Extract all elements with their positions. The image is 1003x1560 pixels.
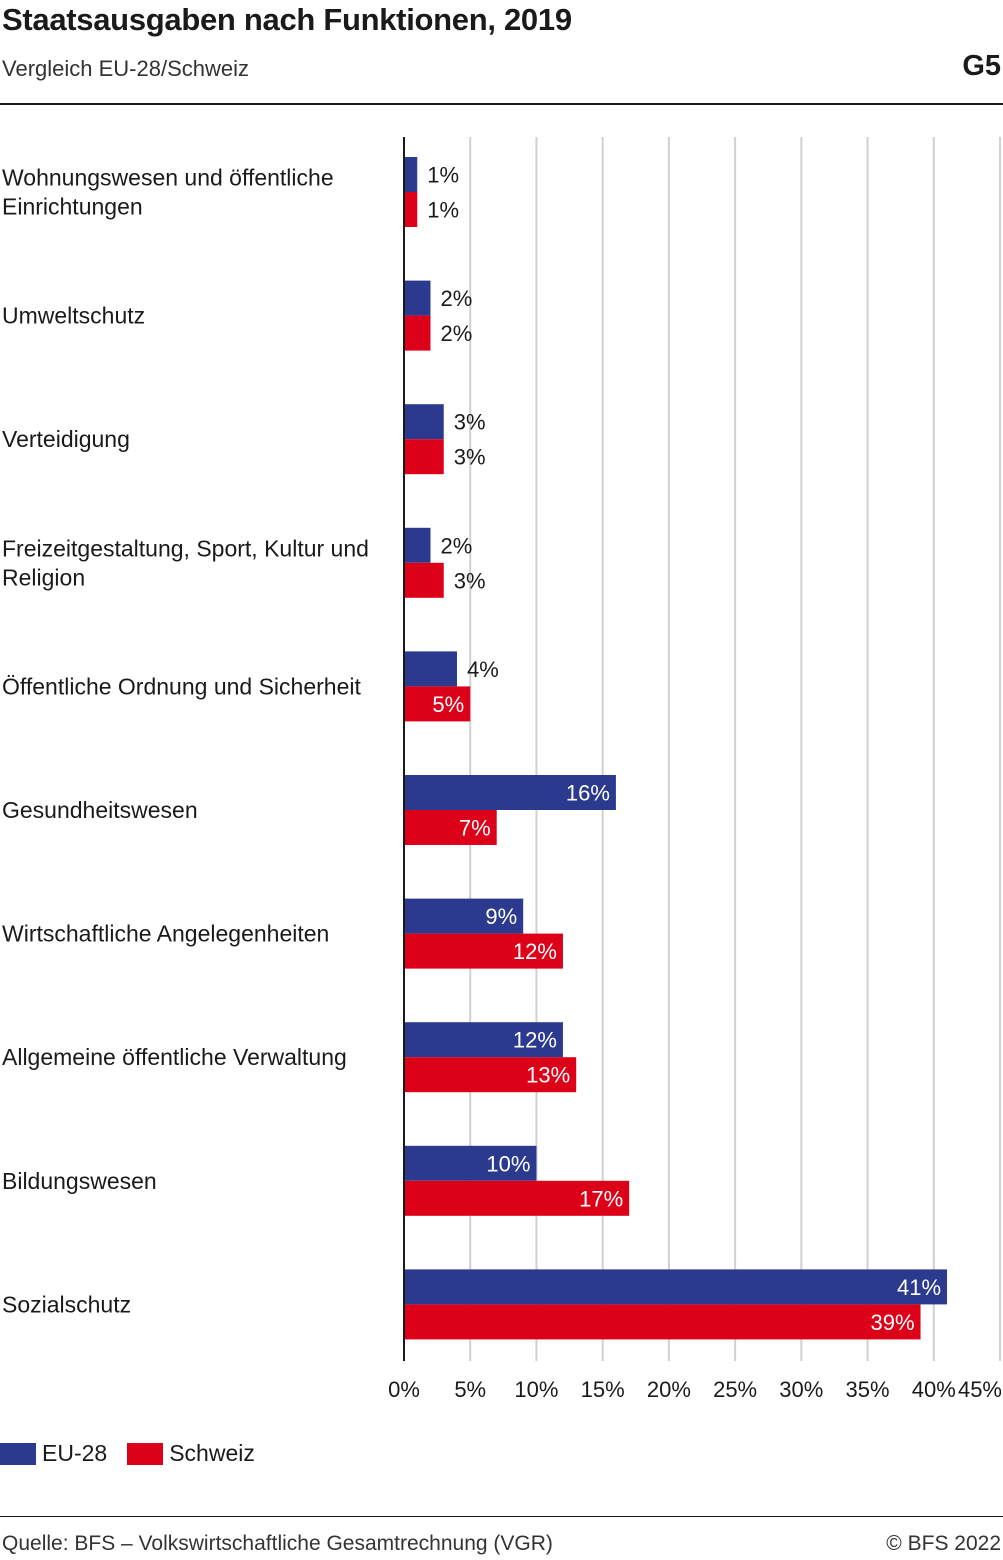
header-divider — [0, 103, 1003, 105]
data-label: 12% — [513, 1028, 557, 1053]
chart-subtitle: Vergleich EU-28/Schweiz — [2, 56, 250, 81]
bar-eu — [404, 157, 418, 192]
category-label: Verteidigung — [2, 426, 130, 452]
data-label: 9% — [485, 904, 517, 929]
bar-eu — [404, 280, 431, 316]
category-label: Gesundheitswesen — [2, 797, 198, 823]
copyright-note: © BFS 2022 — [886, 1532, 1001, 1555]
data-label: 2% — [440, 533, 472, 558]
x-tick-label: 30% — [779, 1377, 823, 1402]
legend-label-ch: Schweiz — [169, 1440, 255, 1466]
category-label: Allgemeine öffentliche Verwaltung — [2, 1044, 347, 1070]
bar-ch — [404, 192, 418, 227]
data-label: 10% — [486, 1151, 530, 1176]
legend-swatch-ch — [127, 1442, 164, 1465]
category-label: Sozialschutz — [2, 1291, 131, 1317]
data-label: 1% — [427, 163, 459, 188]
data-label: 2% — [440, 286, 472, 311]
bar-eu — [404, 1145, 537, 1181]
category-label: Wohnungswesen und öffentliche Einrichtung… — [2, 165, 334, 220]
bar-eu — [404, 775, 616, 810]
bar-ch — [404, 810, 497, 845]
bar-eu — [404, 1022, 563, 1058]
data-label: 39% — [870, 1310, 914, 1335]
bar-ch — [404, 315, 431, 351]
legend-item-ch: Schweiz — [127, 1440, 255, 1467]
x-tick-label: 5% — [454, 1377, 486, 1402]
data-label: 5% — [432, 692, 464, 717]
bar-chart: 0% 5% 10% 15% 20% 25% 30% 35% 40% 45% Wohnungswese… — [2, 137, 1002, 1402]
bar-ch — [404, 933, 563, 969]
legend-item-eu: EU-28 — [0, 1440, 107, 1467]
data-label: 3% — [454, 568, 486, 593]
x-tick-label: 20% — [647, 1377, 691, 1402]
bar-ch — [404, 1180, 630, 1216]
category-label: Freizeitgestaltung, Sport, Kultur und Rel… — [2, 535, 369, 590]
data-label: 13% — [526, 1063, 570, 1088]
bar-ch — [404, 1304, 921, 1340]
x-tick-label: 10% — [514, 1377, 558, 1402]
bar-eu — [404, 404, 444, 440]
data-label: 16% — [566, 781, 610, 806]
x-tick-label: 40% — [912, 1377, 956, 1402]
x-tick-label: 25% — [713, 1377, 757, 1402]
legend: EU-28 Schweiz — [0, 1440, 275, 1467]
footer-divider — [0, 1516, 1003, 1517]
category-label: Öffentliche Ordnung und Sicherheit — [2, 673, 361, 699]
data-label: 3% — [454, 445, 486, 470]
bar-eu — [404, 898, 524, 934]
data-label: 4% — [467, 657, 499, 682]
legend-swatch-eu — [0, 1442, 36, 1465]
bar-ch — [404, 1057, 577, 1093]
chart-title: Staatsausgaben nach Funktionen, 2019 — [2, 2, 572, 37]
data-label: 12% — [513, 939, 557, 964]
bar-ch — [404, 686, 471, 722]
bar-eu — [404, 1269, 948, 1305]
source-note: Quelle: BFS – Volkswirtschaftliche Gesam… — [2, 1532, 553, 1555]
figure-number: G5 — [962, 50, 1001, 82]
category-label: Wirtschaftliche Angelegenheiten — [2, 921, 329, 947]
data-label: 17% — [579, 1186, 623, 1211]
x-tick-label: 35% — [846, 1377, 890, 1402]
legend-label-eu: EU-28 — [42, 1440, 108, 1466]
data-label: 1% — [427, 198, 459, 223]
bar-ch — [404, 562, 444, 598]
x-tick-label: 0% — [388, 1377, 420, 1402]
bar-eu — [404, 527, 431, 563]
data-label: 2% — [440, 321, 472, 346]
x-tick-label: 15% — [581, 1377, 625, 1402]
category-label: Bildungswesen — [2, 1168, 157, 1194]
category-label: Umweltschutz — [2, 303, 145, 329]
data-label: 41% — [897, 1275, 941, 1300]
data-label: 3% — [454, 410, 486, 435]
data-label: 7% — [459, 816, 491, 841]
x-tick-label: 45% — [958, 1377, 1002, 1402]
bar-ch — [404, 439, 444, 475]
bar-eu — [404, 651, 457, 687]
